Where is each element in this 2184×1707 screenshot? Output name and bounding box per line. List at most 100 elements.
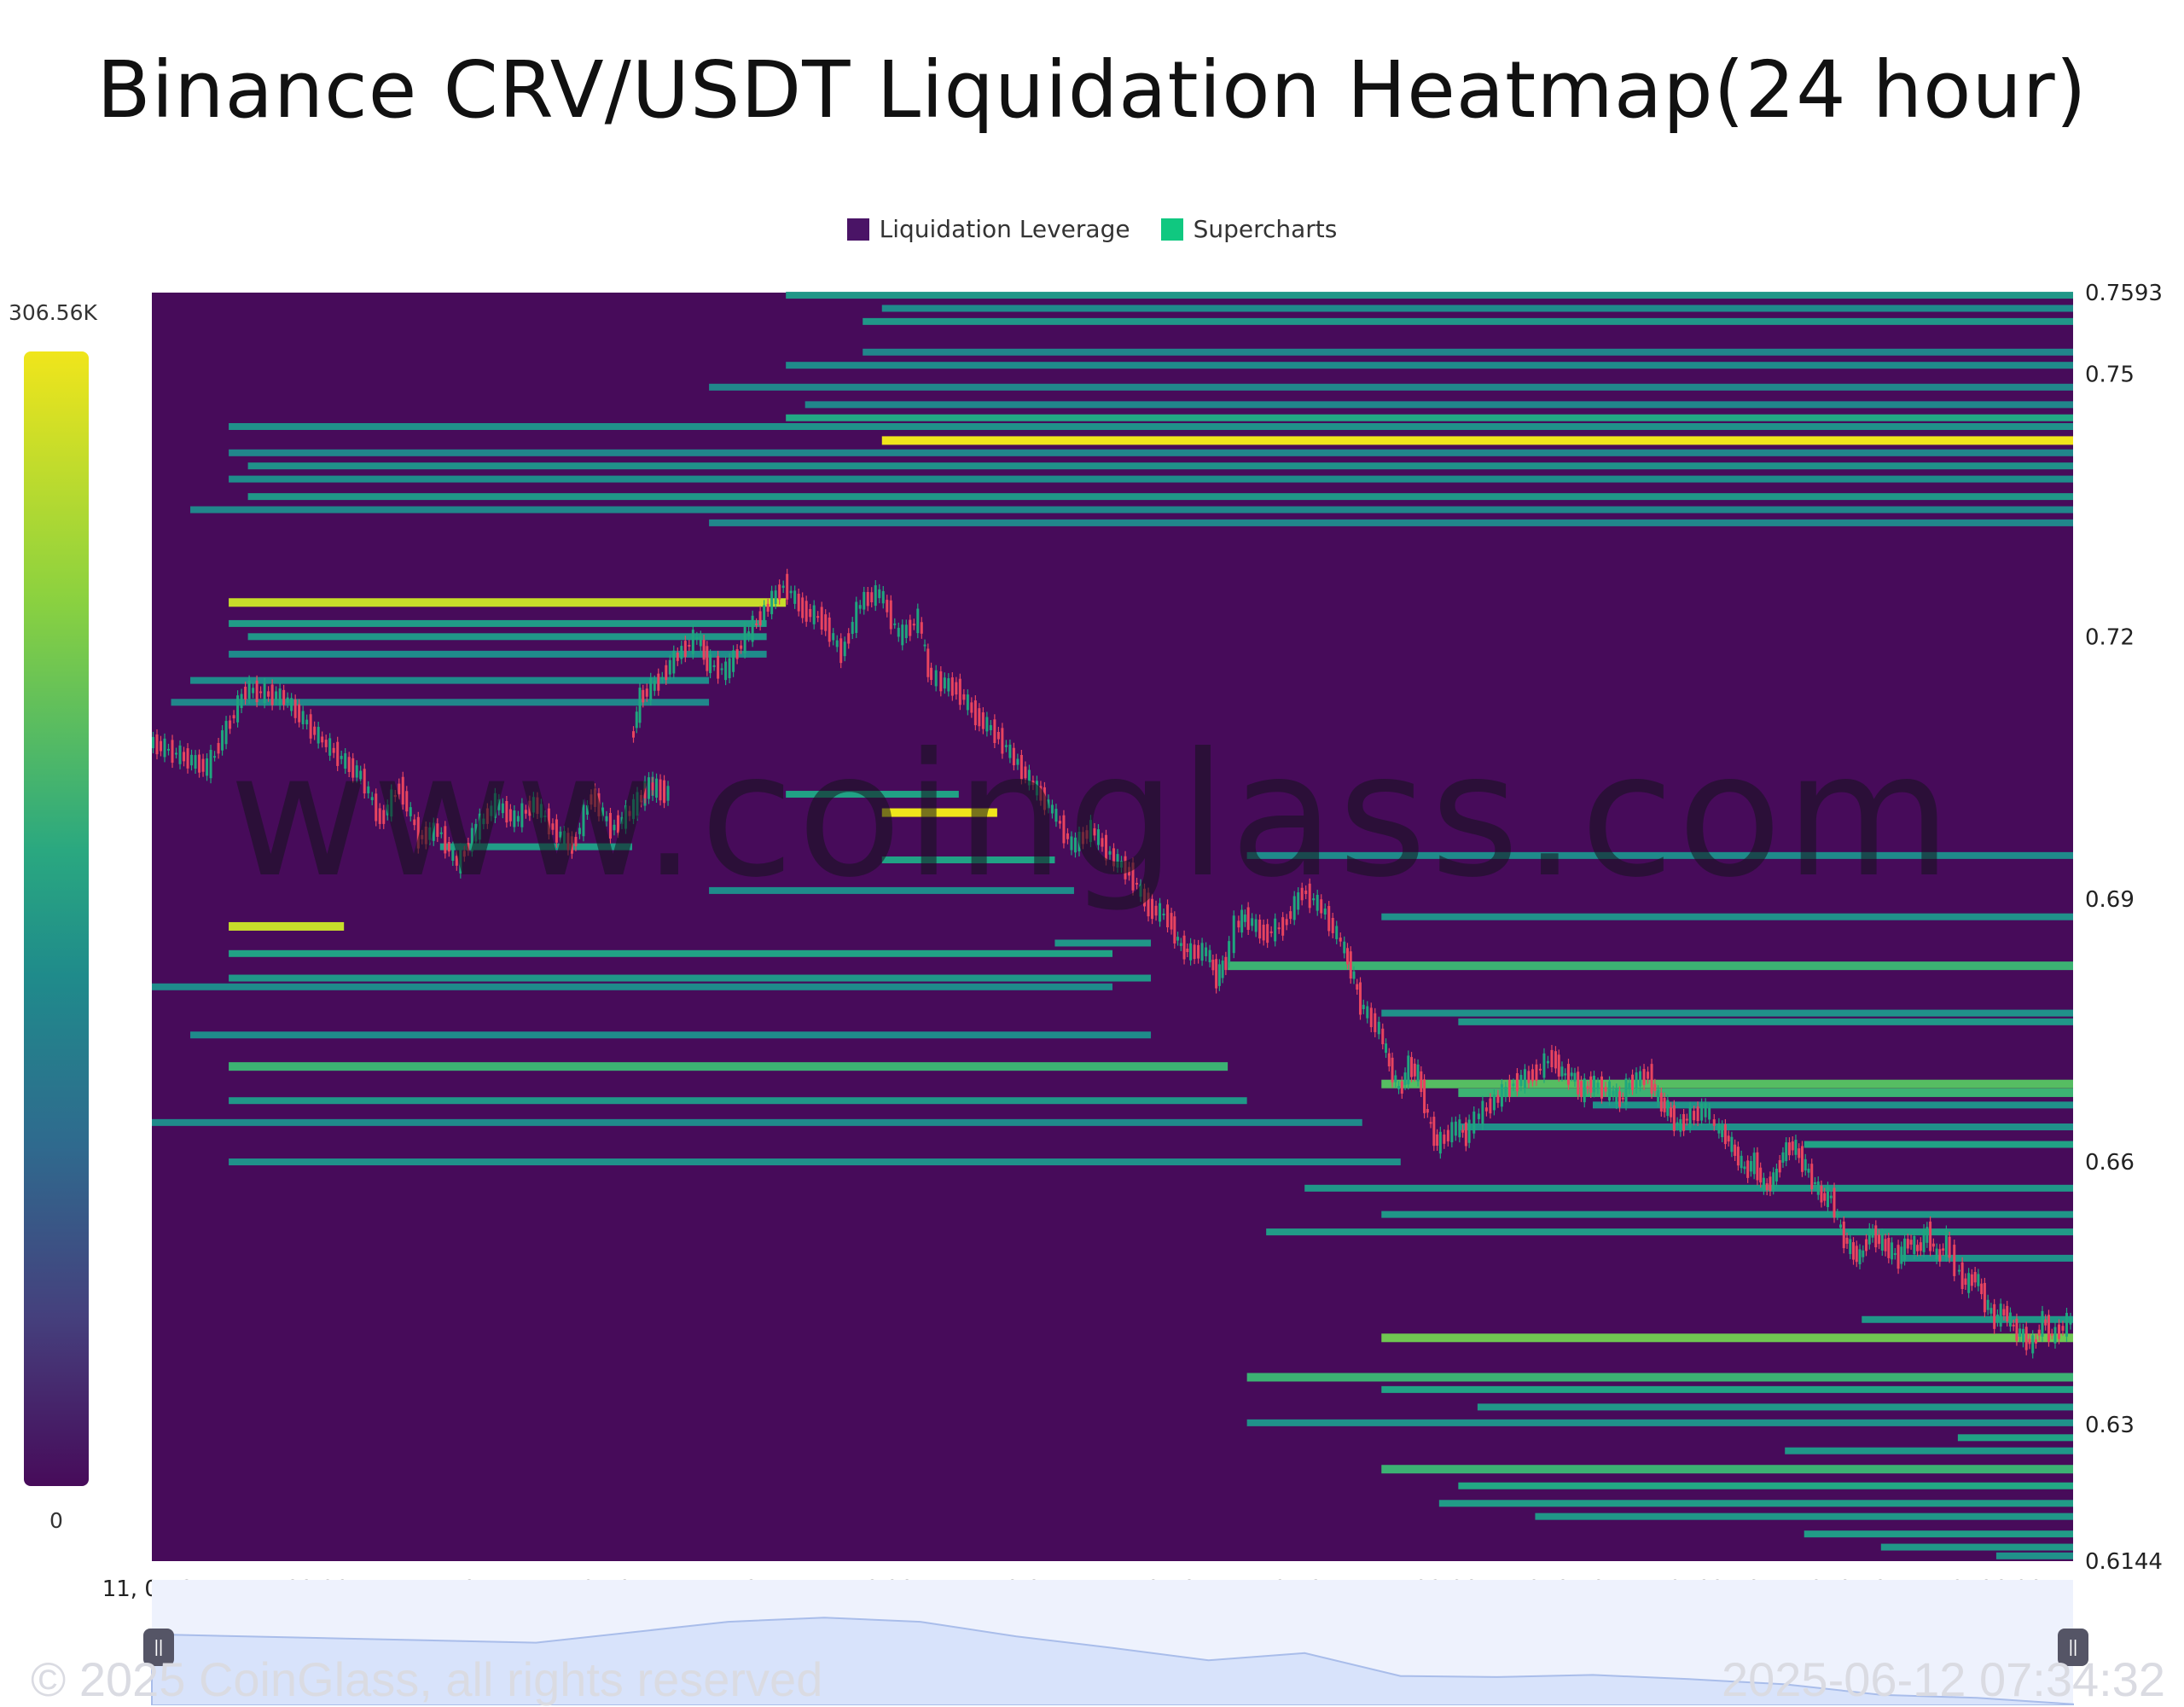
candle-body[interactable]	[839, 638, 843, 664]
navigator-left-handle[interactable]: ||	[143, 1629, 174, 1666]
candle-body[interactable]	[1800, 1146, 1804, 1172]
candle-body[interactable]	[943, 677, 946, 689]
candle-body[interactable]	[2044, 1319, 2048, 1326]
candle-body[interactable]	[1542, 1053, 1546, 1078]
liquidation-band[interactable]	[1804, 1530, 2073, 1538]
candle-body[interactable]	[1472, 1112, 1476, 1134]
candle-body[interactable]	[1232, 915, 1235, 954]
candle-body[interactable]	[1108, 851, 1112, 855]
candle-body[interactable]	[1066, 833, 1069, 839]
candle-body[interactable]	[1217, 964, 1221, 986]
candle-body[interactable]	[1081, 832, 1084, 845]
candle-body[interactable]	[643, 788, 647, 798]
candle-body[interactable]	[709, 654, 712, 674]
candle-body[interactable]	[1173, 916, 1176, 943]
candle-body[interactable]	[993, 719, 996, 743]
candle-body[interactable]	[155, 734, 159, 755]
candle-body[interactable]	[1858, 1249, 1862, 1265]
candle-body[interactable]	[1085, 830, 1089, 839]
candle-body[interactable]	[683, 641, 687, 658]
candle-body[interactable]	[190, 754, 194, 766]
candle-body[interactable]	[797, 593, 800, 612]
candle-body[interactable]	[355, 765, 358, 778]
candle-body[interactable]	[1327, 906, 1331, 932]
candle-body[interactable]	[1356, 984, 1359, 990]
candle-body[interactable]	[1759, 1167, 1763, 1183]
liquidation-band[interactable]	[881, 856, 1055, 863]
liquidation-band[interactable]	[1246, 851, 2073, 859]
candle-body[interactable]	[1772, 1172, 1775, 1190]
liquidation-band[interactable]	[229, 1062, 1228, 1071]
candle-body[interactable]	[1566, 1064, 1570, 1085]
candle-body[interactable]	[866, 591, 869, 607]
candle-body[interactable]	[1798, 1148, 1801, 1158]
candle-body[interactable]	[351, 758, 355, 778]
candle-body[interactable]	[1001, 728, 1004, 754]
candle-body[interactable]	[901, 624, 904, 646]
candle-body[interactable]	[1312, 898, 1316, 901]
candle-body[interactable]	[1438, 1131, 1442, 1154]
candle-body[interactable]	[1200, 943, 1204, 961]
candle-body[interactable]	[1903, 1238, 1907, 1261]
candle-body[interactable]	[1906, 1239, 1909, 1249]
liquidation-band[interactable]	[881, 808, 997, 817]
candle-body[interactable]	[290, 698, 293, 711]
candle-body[interactable]	[950, 677, 954, 696]
candle-body[interactable]	[1410, 1057, 1414, 1077]
candle-body[interactable]	[1734, 1144, 1737, 1156]
candle-body[interactable]	[1349, 951, 1352, 979]
candle-body[interactable]	[828, 617, 831, 642]
candle-body[interactable]	[1043, 787, 1046, 810]
candle-body[interactable]	[1833, 1187, 1836, 1218]
candle-body[interactable]	[1922, 1229, 1926, 1252]
candle-body[interactable]	[1197, 944, 1200, 959]
candle-body[interactable]	[359, 770, 363, 780]
liquidation-band[interactable]	[1246, 1419, 2073, 1426]
candle-body[interactable]	[1136, 882, 1139, 885]
candle-body[interactable]	[390, 789, 393, 817]
candle-body[interactable]	[1862, 1250, 1865, 1257]
candle-body[interactable]	[1573, 1072, 1577, 1082]
candle-body[interactable]	[416, 816, 420, 849]
candle-body[interactable]	[978, 708, 981, 727]
candle-body[interactable]	[1794, 1140, 1798, 1155]
candle-body[interactable]	[559, 831, 562, 838]
candle-body[interactable]	[275, 691, 278, 700]
candle-body[interactable]	[1639, 1071, 1642, 1087]
candle-body[interactable]	[635, 711, 638, 729]
liquidation-band[interactable]	[1458, 1123, 2073, 1130]
candle-body[interactable]	[1964, 1278, 1967, 1286]
candle-body[interactable]	[1019, 754, 1023, 780]
liquidation-band[interactable]	[786, 414, 2074, 421]
liquidation-band[interactable]	[229, 475, 2073, 483]
candle-body[interactable]	[186, 748, 189, 769]
candle-body[interactable]	[1983, 1282, 1986, 1313]
candle-body[interactable]	[680, 646, 683, 659]
candle-body[interactable]	[1345, 948, 1349, 965]
candle-body[interactable]	[1693, 1111, 1696, 1121]
candle-body[interactable]	[702, 640, 706, 660]
candle-body[interactable]	[171, 740, 174, 764]
liquidation-band[interactable]	[1266, 1228, 2073, 1236]
candle-body[interactable]	[1871, 1228, 1874, 1238]
candle-body[interactable]	[1031, 781, 1035, 786]
candle-body[interactable]	[1461, 1129, 1465, 1133]
candle-body[interactable]	[1477, 1113, 1480, 1119]
candle-body[interactable]	[653, 680, 656, 691]
candle-body[interactable]	[1557, 1054, 1560, 1077]
candle-body[interactable]	[1116, 854, 1119, 868]
candle-body[interactable]	[724, 661, 728, 681]
liquidation-band[interactable]	[439, 843, 632, 851]
candle-body[interactable]	[1369, 1007, 1373, 1028]
candle-body[interactable]	[663, 780, 666, 804]
candle-body[interactable]	[1323, 909, 1327, 915]
candle-body[interactable]	[578, 827, 581, 834]
candle-body[interactable]	[835, 640, 839, 647]
candle-body[interactable]	[1993, 1303, 1996, 1329]
candle-body[interactable]	[608, 812, 612, 839]
candle-body[interactable]	[717, 655, 720, 679]
candle-body[interactable]	[916, 608, 920, 634]
liquidation-band[interactable]	[1957, 1434, 2073, 1442]
candle-body[interactable]	[270, 684, 274, 705]
candle-body[interactable]	[1377, 1021, 1380, 1035]
